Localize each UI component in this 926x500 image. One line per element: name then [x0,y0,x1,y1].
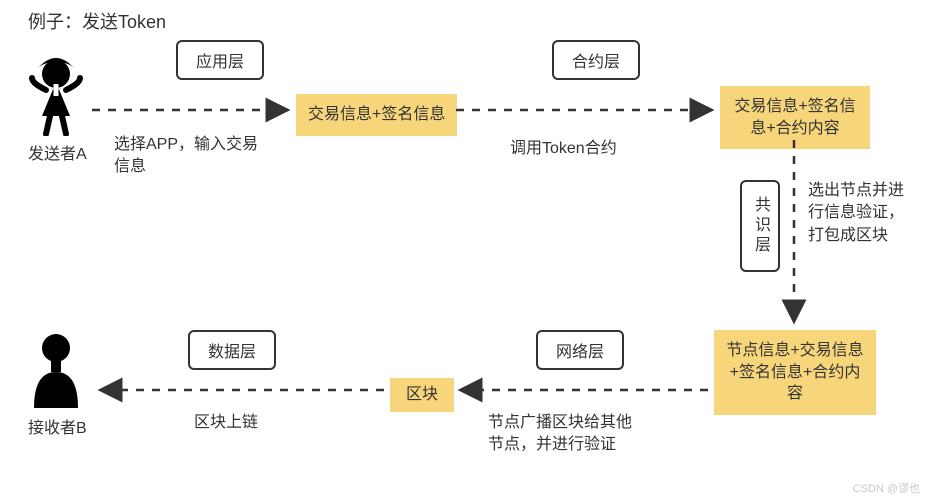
watermark: CSDN @谬也 [853,480,920,496]
flow-arrows [0,0,926,500]
